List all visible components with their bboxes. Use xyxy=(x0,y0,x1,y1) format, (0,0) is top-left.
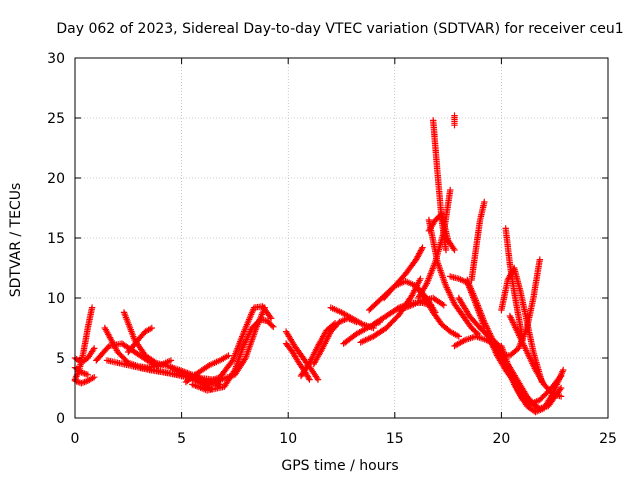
x-tick-label: 15 xyxy=(386,431,404,447)
series-arc-15 xyxy=(182,352,232,386)
y-tick-label: 0 xyxy=(56,411,65,427)
data-marker xyxy=(412,282,462,340)
data-marker xyxy=(430,117,450,254)
y-tick-label: 30 xyxy=(47,51,65,67)
x-tick-label: 5 xyxy=(177,431,186,447)
series-arc-31 xyxy=(412,282,462,340)
chart-title: Day 062 of 2023, Sidereal Day-to-day VTE… xyxy=(56,21,623,37)
series-arc-30 xyxy=(451,112,458,129)
series-arc-32 xyxy=(425,216,482,338)
y-tick-label: 10 xyxy=(47,291,65,307)
plot-frame xyxy=(74,57,609,419)
y-axis-label: SDTVAR / TECUs xyxy=(8,183,24,298)
y-tick-label: 15 xyxy=(47,231,65,247)
series-arc-35 xyxy=(468,198,488,284)
x-tick-label: 0 xyxy=(71,431,80,447)
y-tick-label: 5 xyxy=(56,351,65,367)
data-marker xyxy=(125,324,155,356)
data-marker xyxy=(297,320,339,380)
data-marker xyxy=(451,112,458,129)
data-marker xyxy=(425,216,482,338)
series-arc-08 xyxy=(125,324,155,356)
series-arc-18 xyxy=(297,320,339,380)
y-tick-labels: 0 5 10 15 20 25 30 xyxy=(47,51,65,427)
series-arc-41 xyxy=(502,225,526,344)
data-marker xyxy=(199,304,268,390)
data-marker xyxy=(182,352,232,386)
x-axis-label: GPS time / hours xyxy=(281,458,398,474)
grid-lines xyxy=(75,58,608,418)
y-tick-label: 20 xyxy=(47,171,65,187)
y-tick-label: 25 xyxy=(47,111,65,127)
series-arc-29 xyxy=(430,117,450,254)
x-tick-label: 20 xyxy=(492,431,510,447)
x-tick-label: 25 xyxy=(599,431,617,447)
series-arc-44 xyxy=(506,312,565,400)
x-tick-labels: 0 5 10 15 20 25 xyxy=(71,431,617,447)
data-marker xyxy=(506,312,565,400)
series-arc-14 xyxy=(199,304,268,390)
x-tick-label: 10 xyxy=(279,431,297,447)
data-marker xyxy=(502,225,526,344)
data-marker xyxy=(468,198,488,284)
data-points xyxy=(71,112,567,416)
